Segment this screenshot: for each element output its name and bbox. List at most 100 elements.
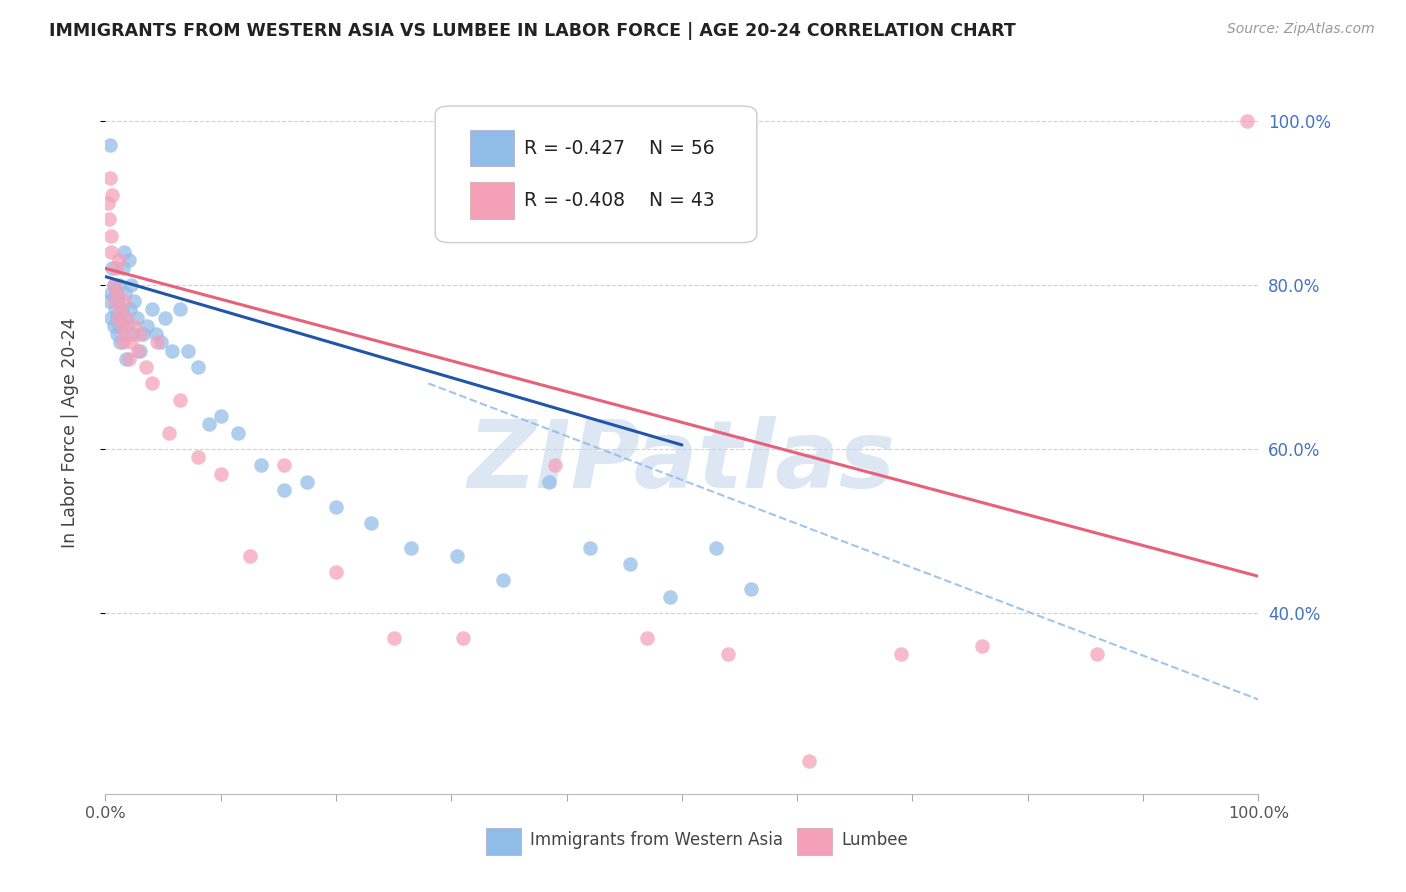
Point <box>110 302 132 317</box>
Point <box>250 458 273 473</box>
Point <box>117 351 139 366</box>
Point <box>124 318 146 333</box>
Point <box>325 500 347 514</box>
Point <box>114 286 136 301</box>
Text: Immigrants from Western Asia: Immigrants from Western Asia <box>530 831 783 849</box>
Point <box>104 302 127 317</box>
Point <box>636 631 658 645</box>
Point <box>273 483 295 497</box>
Text: IMMIGRANTS FROM WESTERN ASIA VS LUMBEE IN LABOR FORCE | AGE 20-24 CORRELATION CH: IMMIGRANTS FROM WESTERN ASIA VS LUMBEE I… <box>49 22 1017 40</box>
Point <box>141 376 163 391</box>
Point <box>104 261 127 276</box>
Text: ZIPatlas: ZIPatlas <box>468 416 896 508</box>
Point <box>117 253 139 268</box>
Point <box>108 318 131 333</box>
Point <box>544 458 567 473</box>
FancyBboxPatch shape <box>436 106 756 243</box>
Point <box>446 549 468 563</box>
Point <box>105 286 128 301</box>
Point <box>97 294 120 309</box>
Point <box>112 245 135 260</box>
Point <box>157 425 180 440</box>
Point <box>127 343 149 358</box>
Point <box>107 310 129 325</box>
Point <box>146 335 169 350</box>
Point <box>100 310 122 325</box>
Bar <box>486 828 520 855</box>
Text: R = -0.427    N = 56: R = -0.427 N = 56 <box>524 138 714 158</box>
Point <box>108 253 131 268</box>
Point <box>1085 648 1108 662</box>
Point <box>111 335 134 350</box>
Point <box>145 327 167 342</box>
Point <box>121 327 143 342</box>
Point <box>112 294 135 309</box>
Point <box>659 590 682 604</box>
Point <box>198 417 221 432</box>
Point <box>890 648 912 662</box>
Point <box>105 327 128 342</box>
Point <box>797 754 820 768</box>
Point <box>103 318 125 333</box>
Point <box>100 228 122 243</box>
Point <box>125 310 148 325</box>
Point <box>100 245 122 260</box>
Point <box>97 212 120 227</box>
Point <box>107 294 129 309</box>
Point <box>187 450 209 465</box>
Point <box>115 351 138 366</box>
Point <box>98 171 121 186</box>
Point <box>110 335 132 350</box>
Point <box>117 318 139 333</box>
Point <box>120 277 142 292</box>
Text: Lumbee: Lumbee <box>841 831 908 849</box>
Point <box>360 516 382 530</box>
Point <box>97 195 120 210</box>
Point <box>141 302 163 317</box>
Point <box>162 343 184 358</box>
Point <box>325 565 347 579</box>
Point <box>717 648 740 662</box>
Point <box>114 327 136 342</box>
Point <box>187 359 209 374</box>
Point <box>104 286 127 301</box>
Y-axis label: In Labor Force | Age 20-24: In Labor Force | Age 20-24 <box>60 318 79 548</box>
Point <box>135 359 157 374</box>
Point <box>239 549 262 563</box>
Point <box>706 541 728 555</box>
Point <box>578 541 600 555</box>
Point <box>382 631 405 645</box>
Point <box>108 277 131 292</box>
Point <box>110 318 132 333</box>
Bar <box>470 130 513 166</box>
Point <box>129 327 152 342</box>
Bar <box>470 183 513 219</box>
Point <box>136 318 159 333</box>
Point <box>110 302 132 317</box>
Point <box>619 557 641 571</box>
Point <box>226 425 249 440</box>
Point <box>273 458 295 473</box>
Point <box>98 138 121 153</box>
Point <box>129 343 152 358</box>
Point <box>209 467 232 481</box>
Point <box>297 475 319 489</box>
Point <box>101 261 124 276</box>
Point <box>169 302 191 317</box>
Point <box>104 294 127 309</box>
Point <box>209 409 232 424</box>
Point <box>740 582 762 596</box>
Point <box>112 310 135 325</box>
Point <box>149 335 172 350</box>
Point <box>111 261 134 276</box>
Point <box>101 187 124 202</box>
Point <box>1236 113 1258 128</box>
Point <box>169 392 191 407</box>
Point <box>177 343 200 358</box>
Point <box>118 302 141 317</box>
Point <box>120 335 142 350</box>
Point <box>538 475 561 489</box>
Point <box>105 310 128 325</box>
Point <box>132 327 155 342</box>
Point <box>100 286 122 301</box>
